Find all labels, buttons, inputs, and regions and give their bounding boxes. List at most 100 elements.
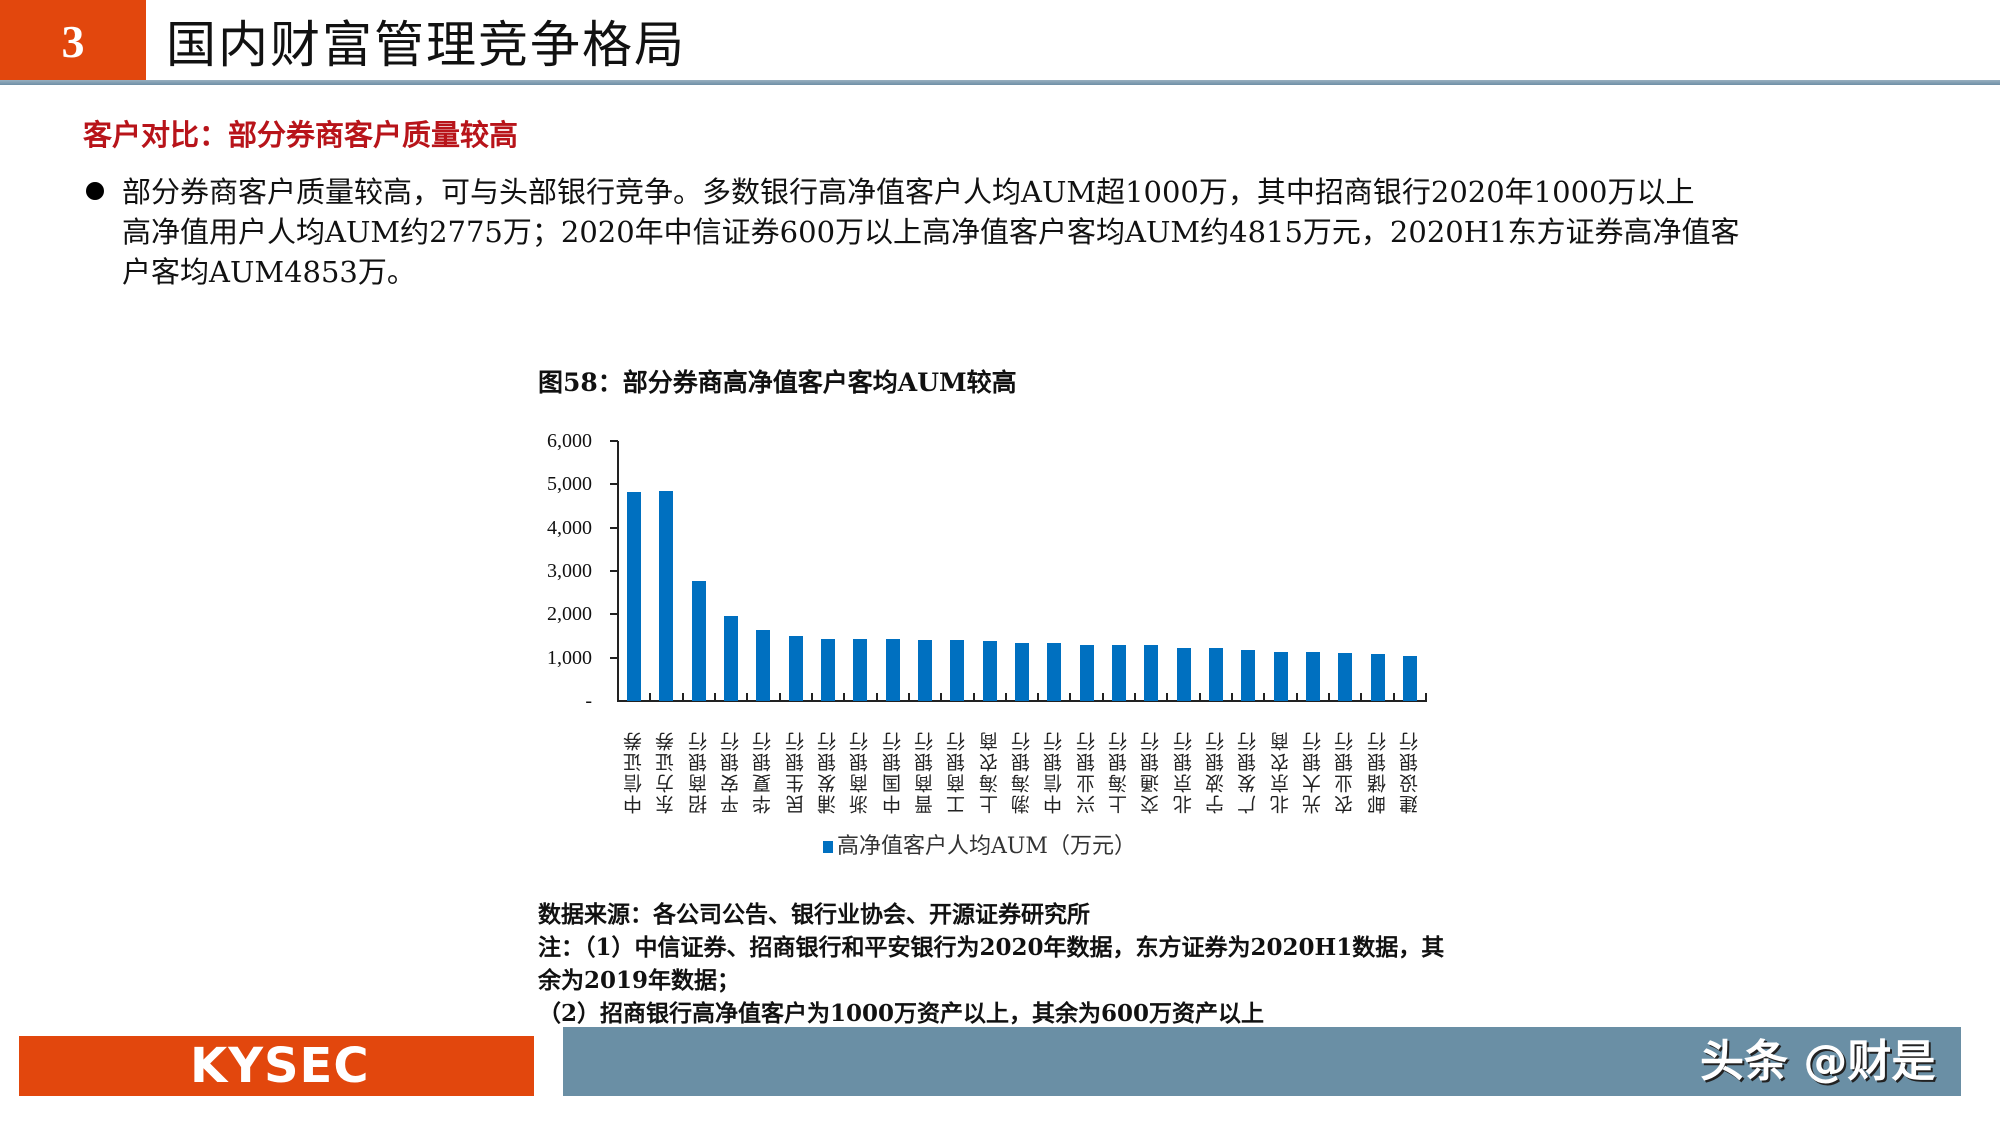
- figure-notes: 数据来源：各公司公告、银行业协会、开源证券研究所 注：（1）中信证券、招商银行和…: [538, 898, 1638, 1030]
- bar: [1208, 647, 1223, 701]
- category-label: 渤海银行: [1011, 730, 1033, 814]
- bar: [885, 639, 900, 701]
- x-tick-mark: [1101, 693, 1104, 701]
- x-tick-label: 宁波银行: [1200, 712, 1232, 814]
- bar: [918, 639, 933, 701]
- y-tick-mark: [610, 656, 618, 659]
- y-tick-mark: [610, 483, 618, 486]
- x-tick-label: 上海银行: [1103, 712, 1135, 814]
- category-label: 上海银行: [1107, 730, 1130, 814]
- x-tick-label: 平安银行: [715, 712, 747, 814]
- bar: [627, 492, 642, 701]
- x-tick-mark: [1037, 693, 1040, 701]
- x-tick-label: 工商银行: [941, 712, 973, 814]
- bar: [1273, 651, 1288, 701]
- section-subtitle: 客户对比：部分券商客户质量较高: [83, 118, 519, 152]
- y-tick-mark: [610, 613, 618, 616]
- bar: [853, 639, 868, 701]
- x-tick-mark: [843, 693, 846, 701]
- x-tick-label: 招商银行: [683, 712, 715, 814]
- note-line: 注：（1）中信证券、招商银行和平安银行为2020年数据，东方证券为2020H1数…: [538, 934, 1445, 961]
- y-tick-label: 2,000: [547, 603, 592, 626]
- footer-bar: [563, 1027, 1961, 1096]
- x-tick-label: 交通银行: [1135, 712, 1167, 814]
- bar: [1305, 651, 1320, 701]
- x-tick-mark: [746, 693, 749, 701]
- x-tick-mark: [1360, 693, 1363, 701]
- category-label: 邮储银行: [1366, 730, 1389, 814]
- x-tick-mark: [907, 693, 910, 701]
- x-tick-label: 建设银行: [1394, 712, 1426, 814]
- x-tick-label: 上海农商: [974, 712, 1006, 814]
- y-axis: [617, 441, 619, 702]
- note-line: （2）招商银行高净值客户为1000万资产以上，其余为600万资产以上: [538, 1000, 1265, 1027]
- y-tick-label: -: [585, 690, 592, 712]
- y-tick-label: 5,000: [547, 473, 592, 496]
- category-label: 平安银行: [720, 730, 743, 814]
- bar: [1111, 645, 1126, 701]
- x-tick-mark: [1134, 693, 1137, 701]
- x-tick-mark: [1198, 693, 1201, 701]
- bar: [950, 639, 965, 701]
- x-tick-mark: [778, 693, 781, 701]
- section-number: 3: [0, 0, 146, 82]
- bullet-icon: [86, 182, 104, 200]
- category-label: 中国银行: [881, 730, 904, 814]
- category-label: 建设银行: [1398, 730, 1421, 814]
- footer-brand-bar: [19, 1036, 534, 1096]
- category-label: 华夏银行: [752, 730, 775, 814]
- x-tick-label: 农业银行: [1329, 712, 1361, 814]
- x-tick-mark: [875, 693, 878, 701]
- x-tick-mark: [649, 693, 652, 701]
- x-tick-mark: [1263, 693, 1266, 701]
- x-tick-label: 光大银行: [1297, 712, 1329, 814]
- bar: [1338, 652, 1353, 701]
- category-label: 晋商银行: [914, 730, 937, 814]
- x-tick-label: 北京银行: [1168, 712, 1200, 814]
- x-tick-label: 广发银行: [1232, 712, 1264, 814]
- x-tick-label: 兴业银行: [1071, 712, 1103, 814]
- bullet-paragraph: 部分券商客户质量较高，可与头部银行竞争。多数银行高净值客户人均AUM超1000万…: [122, 172, 1922, 292]
- category-label: 宁波银行: [1204, 730, 1227, 814]
- bullet-line: 高净值用户人均AUM约2775万；2020年中信证券600万以上高净值客户客均A…: [122, 215, 1740, 249]
- page-title: 国内财富管理竞争格局: [166, 16, 686, 74]
- watermark: 头条 @财是: [1700, 1036, 1936, 1087]
- x-tick-label: 中信银行: [1038, 712, 1070, 814]
- x-tick-label: 渤海银行: [1006, 712, 1038, 814]
- x-tick-label: 北京农商: [1265, 712, 1297, 814]
- bar: [1015, 642, 1029, 701]
- bar: [788, 636, 803, 701]
- bar: [1176, 647, 1191, 701]
- category-label: 交通银行: [1140, 730, 1163, 814]
- x-tick-label: 民生银行: [780, 712, 812, 814]
- bar: [1370, 654, 1385, 701]
- x-tick-mark: [1425, 693, 1427, 701]
- x-tick-mark: [713, 693, 716, 701]
- category-label: 招商银行: [687, 730, 710, 814]
- category-label: 浙商银行: [849, 730, 872, 814]
- y-tick-label: 1,000: [547, 646, 592, 669]
- y-tick-label: 4,000: [547, 516, 592, 539]
- category-label: 民生银行: [784, 730, 807, 814]
- category-label: 东方证券: [655, 730, 678, 814]
- bar: [1402, 655, 1417, 701]
- bar: [1241, 650, 1256, 701]
- bar: [1047, 642, 1062, 701]
- bar: [1144, 645, 1159, 701]
- x-tick-label: 中信证券: [618, 712, 650, 814]
- x-tick-mark: [1231, 693, 1234, 701]
- bar: [821, 639, 836, 701]
- category-label: 农业银行: [1334, 730, 1357, 814]
- category-label: 上海农商: [978, 730, 1001, 814]
- note-line: 余为2019年数据；: [538, 967, 741, 994]
- category-label: 中信证券: [623, 730, 646, 814]
- x-tick-label: 中国银行: [877, 712, 909, 814]
- y-tick-label: 6,000: [547, 430, 592, 452]
- chart-legend: 高净值客户人均AUM（万元）: [823, 832, 1136, 862]
- bar: [756, 629, 771, 701]
- x-tick-mark: [681, 693, 684, 701]
- x-tick-mark: [1295, 693, 1298, 701]
- x-tick-mark: [940, 693, 943, 701]
- x-tick-label: 浦发银行: [812, 712, 844, 814]
- bar: [1079, 645, 1094, 701]
